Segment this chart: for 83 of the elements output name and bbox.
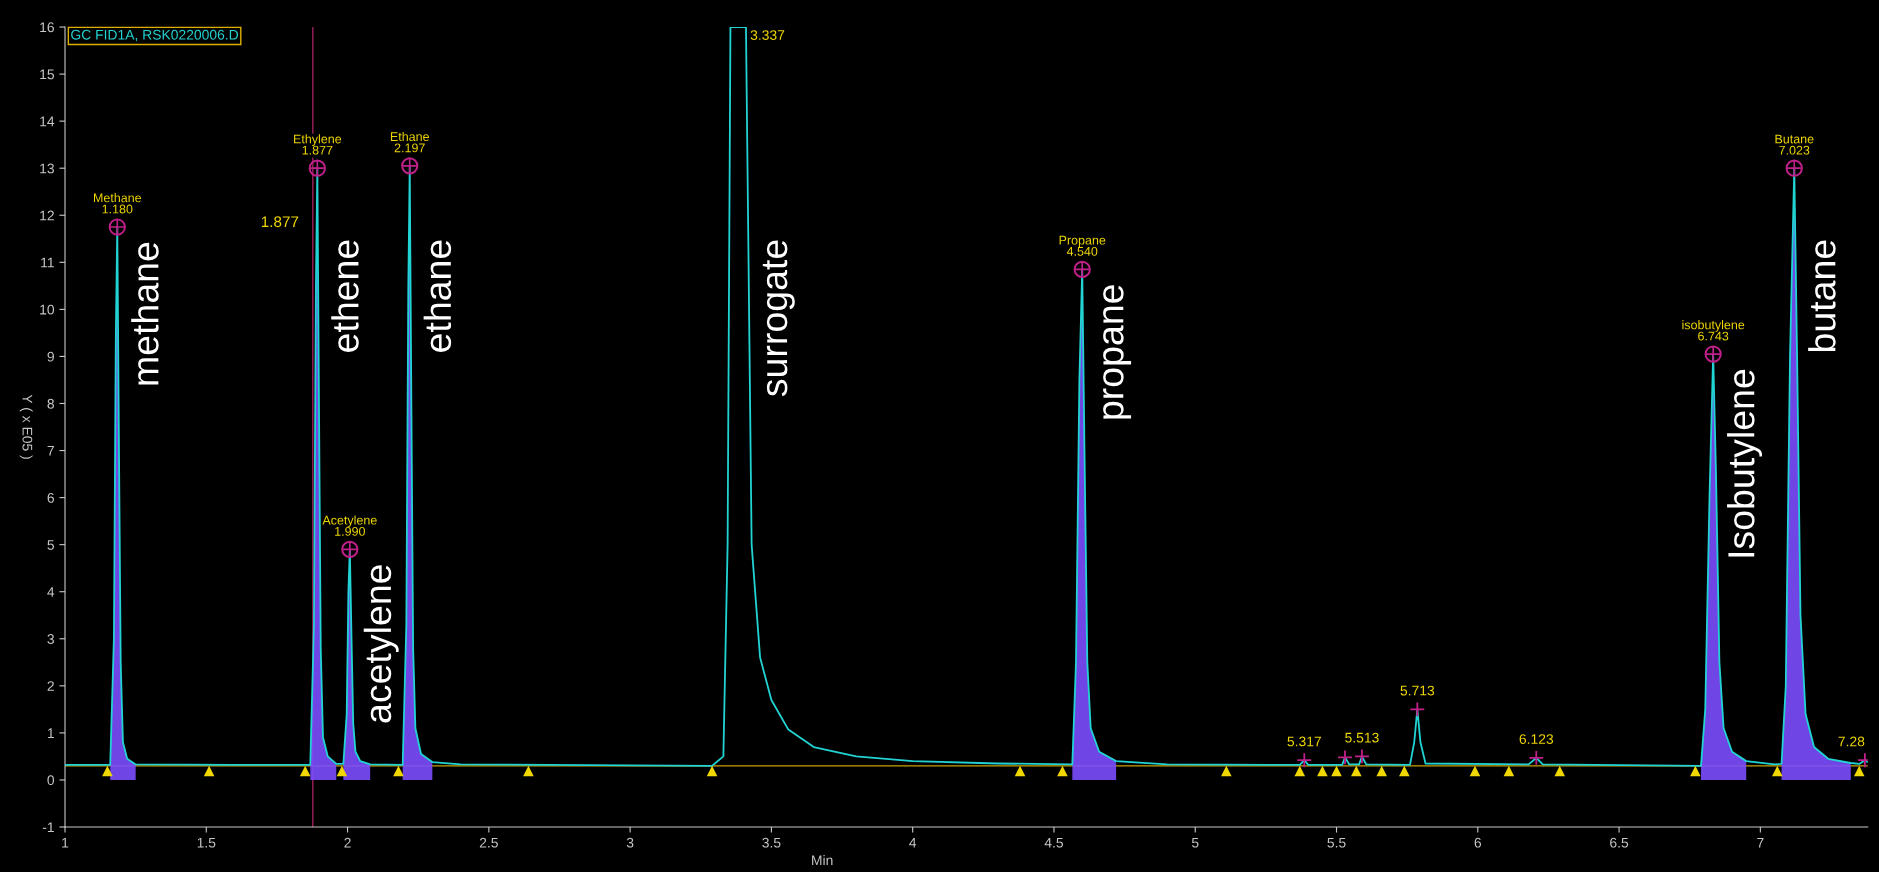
- point: [1690, 766, 1701, 777]
- annotation: Isobutylene: [1727, 369, 1763, 557]
- y-tick-label: 9: [47, 351, 54, 362]
- annotation: isobutylene 6.743: [1682, 320, 1745, 341]
- x-axis-title: Min: [812, 855, 833, 866]
- point: [523, 766, 534, 777]
- y-tick-label: 10: [40, 304, 55, 315]
- annotation: Acetylene 1.990: [322, 515, 377, 536]
- y-tick-label: 6: [47, 492, 54, 503]
- y-tick-label: 5: [47, 540, 55, 550]
- annotation: 5.713: [1400, 685, 1435, 696]
- y-tick-label: 15: [40, 69, 55, 80]
- point: [1354, 748, 1370, 765]
- point: [1409, 701, 1426, 718]
- point: [1331, 766, 1342, 777]
- point: [393, 766, 404, 777]
- annotation: 3.337: [750, 30, 785, 41]
- y-tick-label: 0: [47, 775, 55, 786]
- point: [337, 766, 347, 777]
- point: [1337, 749, 1353, 766]
- point: [1772, 766, 1783, 777]
- y-tick-label: 12: [40, 210, 54, 221]
- annotation: 6.123: [1519, 734, 1554, 744]
- annotation: ethene: [331, 240, 359, 352]
- point: [1470, 766, 1480, 777]
- point: [707, 766, 717, 777]
- y-tick-label: 4: [47, 587, 55, 597]
- x-tick-label: 2.5: [479, 837, 498, 848]
- point: [1294, 766, 1305, 777]
- annotation: butane: [1808, 240, 1836, 352]
- y-tick-label: 14: [40, 116, 55, 127]
- y-tick-label: 13: [40, 163, 54, 174]
- x-tick-label: 4.5: [1044, 837, 1064, 848]
- x-tick-label: 6.5: [1610, 837, 1629, 848]
- x-tick-label: 2: [344, 837, 351, 848]
- x-tick-label: 3.5: [762, 837, 781, 848]
- x-tick-label: 5.5: [1327, 837, 1346, 848]
- point: [1221, 766, 1232, 777]
- point: [1376, 766, 1387, 777]
- annotation: 5.317: [1287, 736, 1321, 747]
- x-tick-label: 1: [62, 837, 69, 848]
- point: [1399, 766, 1410, 777]
- annotation: Methane 1.180: [93, 193, 142, 214]
- ref-line-label: 1.877: [261, 216, 299, 228]
- point: [1317, 766, 1328, 777]
- point: [1015, 766, 1025, 777]
- point: [1351, 766, 1362, 777]
- annotation: 7.28: [1838, 736, 1865, 747]
- y-tick-label: -1: [42, 822, 54, 833]
- point: [204, 766, 214, 777]
- x-tick-label: 6: [1474, 837, 1482, 848]
- x-tick-label: 3: [626, 837, 634, 848]
- y-tick-label: 11: [41, 257, 54, 268]
- y-tick-label: 16: [40, 22, 54, 33]
- point: [300, 766, 311, 777]
- point: [1854, 766, 1865, 777]
- x-tick-label: 1.5: [197, 837, 216, 848]
- annotation: 5.513: [1345, 732, 1379, 743]
- annotation: Ethane 2.197: [390, 131, 429, 153]
- annotation: methane: [131, 242, 159, 385]
- x-tick-label: 7: [1757, 837, 1764, 848]
- x-tick-label: 5: [1191, 837, 1199, 848]
- point: [1504, 766, 1514, 777]
- annotation: acetylene: [363, 565, 399, 723]
- y-tick-label: 1: [47, 728, 54, 738]
- annotation: surrogate: [762, 240, 795, 397]
- y-tick-label: 3: [47, 634, 54, 644]
- annotation: ethane: [423, 240, 452, 352]
- point: [1554, 766, 1565, 777]
- annotation: Butane 7.023: [1775, 134, 1814, 155]
- x-tick-label: 4: [909, 837, 917, 848]
- point: [1296, 752, 1313, 769]
- point: [102, 766, 113, 777]
- chart-title: GC FID1A, RSK0220006.D: [71, 29, 239, 42]
- y-axis-title: Y ( x E05 ): [19, 394, 33, 459]
- point: [1057, 766, 1068, 777]
- y-tick-label: 2: [47, 681, 54, 691]
- point: [1528, 749, 1545, 766]
- y-tick-label: 7: [47, 446, 54, 456]
- annotation: Propane 4.540: [1059, 235, 1106, 256]
- y-tick-label: 8: [47, 398, 54, 409]
- annotation: Ethylene 1.877: [294, 134, 342, 155]
- annotation: propane: [1103, 285, 1132, 419]
